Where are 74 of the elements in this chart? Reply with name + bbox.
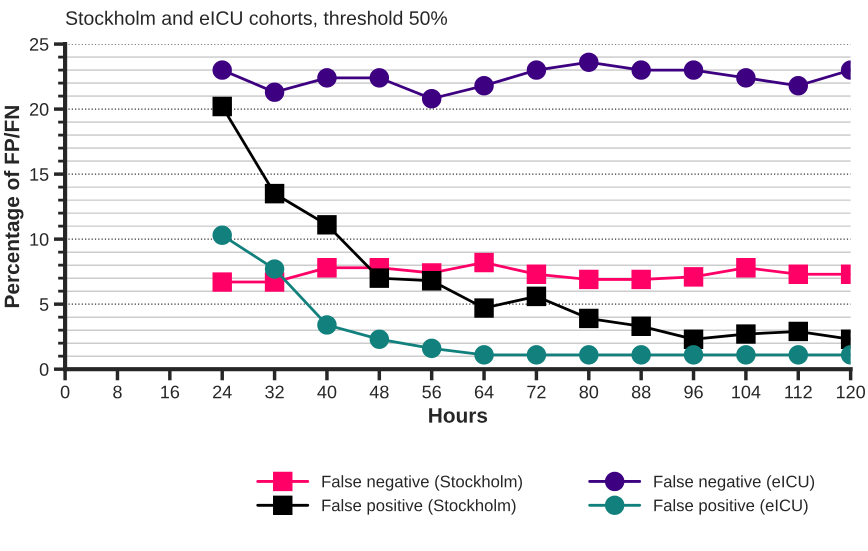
point [474, 298, 494, 318]
point [684, 60, 704, 80]
legend-label: False positive (Stockholm) [322, 499, 516, 515]
x-tick-label: 112 [785, 386, 812, 398]
x-tick-label: 88 [632, 386, 650, 398]
x-tick-label: 24 [213, 386, 232, 398]
point [526, 60, 546, 80]
point [788, 322, 808, 342]
point [631, 270, 651, 290]
y-tick-label: 5 [40, 298, 48, 311]
point [212, 272, 232, 292]
point [422, 271, 442, 290]
point [579, 52, 599, 72]
x-tick-label: 80 [580, 386, 598, 398]
y-tick-label: 20 [30, 103, 48, 116]
point [736, 324, 756, 344]
point [212, 60, 232, 80]
legend-label: False positive (eICU) [654, 499, 808, 515]
x-tick-label: 64 [474, 386, 494, 398]
point [526, 345, 546, 365]
point [317, 68, 337, 88]
y-tick-label: 15 [30, 168, 48, 181]
chart-title: Stockholm and eICU cohorts, threshold 50% [66, 10, 448, 28]
legend-label: False negative (eICU) [654, 475, 814, 491]
point [212, 226, 232, 245]
point [684, 267, 704, 287]
x-tick-label: 8 [113, 386, 122, 398]
point [474, 345, 494, 365]
point [631, 345, 651, 365]
point [526, 286, 546, 306]
x-axis-title: Hours [429, 408, 488, 423]
legend-label: False negative (Stockholm) [322, 475, 522, 491]
y-tick-label: 0 [40, 363, 48, 376]
point [736, 258, 756, 278]
y-tick-label: 25 [30, 38, 48, 51]
x-tick-label: 104 [732, 386, 760, 398]
point [788, 76, 808, 96]
point [788, 345, 808, 365]
x-tick-label: 56 [422, 386, 441, 398]
point [631, 316, 651, 336]
point [317, 215, 337, 235]
point [317, 258, 337, 278]
point [474, 76, 494, 96]
y-axis-title: Percentage of FP/FN [4, 106, 24, 308]
x-tick-label: 96 [684, 386, 703, 398]
point [264, 82, 284, 102]
point [370, 68, 390, 88]
point [631, 60, 651, 80]
point [736, 345, 756, 365]
point [579, 345, 599, 365]
point [788, 264, 808, 284]
point [579, 270, 599, 290]
y-tick-label: 10 [30, 233, 48, 246]
point [264, 259, 284, 279]
point [370, 268, 390, 288]
x-tick-label: 48 [370, 386, 389, 398]
point [684, 330, 704, 349]
x-tick-label: 40 [317, 386, 336, 398]
point [736, 68, 756, 88]
point [579, 308, 599, 328]
x-tick-label: 32 [265, 386, 284, 398]
point [684, 345, 704, 365]
x-tick-label: 16 [161, 386, 180, 398]
point [422, 88, 442, 108]
point [474, 252, 494, 272]
point [264, 184, 284, 204]
point [317, 315, 337, 335]
point [370, 330, 390, 349]
point [526, 264, 546, 284]
x-tick-label: 120 [836, 386, 865, 398]
x-tick-label: 0 [60, 386, 70, 398]
point [212, 96, 232, 116]
x-tick-label: 72 [527, 386, 546, 398]
point [422, 338, 442, 358]
